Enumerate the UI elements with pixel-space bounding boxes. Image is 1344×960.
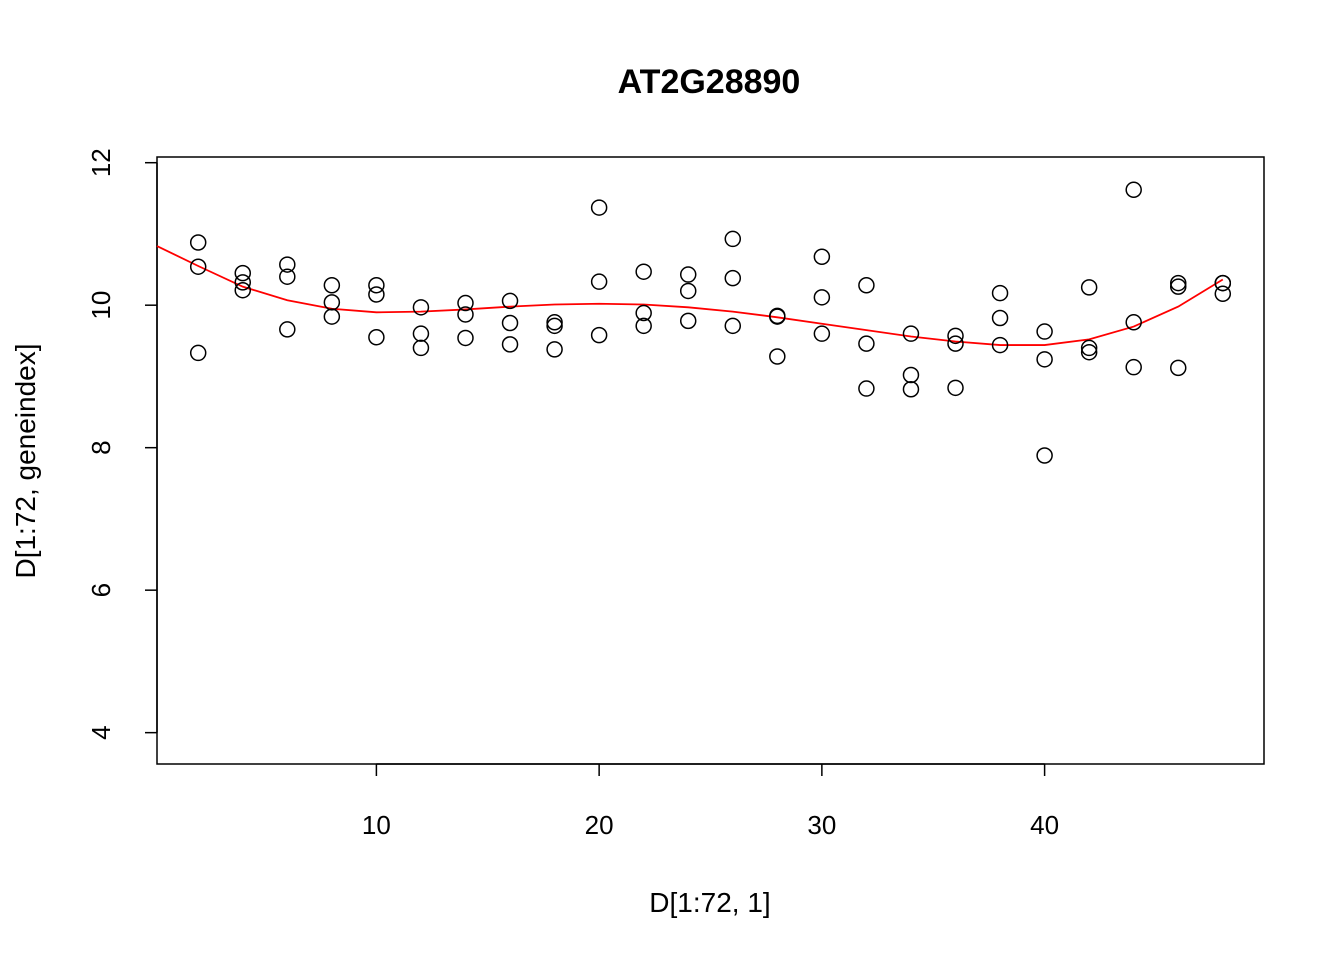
- y-tick-label: 8: [86, 440, 116, 454]
- data-point: [1125, 314, 1142, 331]
- y-tick-label: 10: [86, 291, 116, 320]
- data-point: [769, 308, 786, 325]
- data-point: [189, 344, 207, 362]
- data-point: [724, 230, 742, 248]
- data-point: [457, 329, 474, 347]
- data-point: [902, 366, 920, 384]
- data-point: [1080, 343, 1098, 361]
- data-point: [234, 264, 252, 282]
- data-point: [189, 234, 207, 251]
- data-point: [991, 309, 1009, 327]
- plot-area: [156, 181, 1232, 464]
- data-point: [679, 266, 697, 283]
- data-point: [323, 308, 341, 325]
- data-point: [457, 306, 474, 323]
- data-point: [858, 276, 875, 294]
- data-point: [546, 341, 563, 358]
- data-point: [1169, 278, 1187, 295]
- data-point: [501, 314, 519, 332]
- data-point: [635, 317, 652, 335]
- data-point: [323, 276, 341, 294]
- data-point: [323, 294, 341, 311]
- data-point: [368, 286, 385, 303]
- data-point: [1036, 447, 1053, 464]
- data-point: [635, 304, 652, 322]
- data-point: [189, 258, 207, 275]
- data-point: [679, 312, 697, 330]
- data-point: [412, 339, 430, 357]
- data-point: [1125, 358, 1142, 376]
- data-point: [724, 269, 742, 287]
- x-tick-label: 30: [807, 810, 836, 840]
- data-point: [813, 325, 831, 342]
- data-point: [590, 273, 608, 290]
- data-point: [813, 289, 831, 306]
- data-point: [813, 248, 831, 265]
- data-point: [279, 256, 296, 273]
- data-point: [991, 284, 1009, 302]
- x-axis-label: D[1:72, 1]: [649, 887, 770, 918]
- y-tick-label: 4: [86, 725, 116, 739]
- data-point: [947, 335, 964, 352]
- y-axis: 4 6 8 10 12: [86, 148, 158, 740]
- data-point: [947, 327, 964, 345]
- data-point: [1080, 279, 1098, 296]
- x-tick-label: 40: [1030, 810, 1059, 840]
- data-point: [1169, 359, 1187, 377]
- data-point: [590, 326, 608, 344]
- data-point: [1169, 274, 1187, 292]
- data-point: [947, 379, 964, 397]
- x-tick-label: 10: [362, 810, 391, 840]
- data-point: [412, 325, 430, 342]
- data-point: [902, 381, 920, 398]
- data-point: [679, 282, 697, 300]
- data-point: [368, 328, 385, 346]
- data-point: [234, 274, 252, 291]
- data-point: [858, 380, 875, 397]
- data-point: [1214, 274, 1232, 292]
- data-point: [457, 294, 474, 312]
- data-point: [368, 276, 385, 294]
- y-tick-label: 12: [86, 148, 116, 177]
- x-tick-label: 20: [585, 810, 614, 840]
- data-point: [724, 317, 742, 335]
- data-point: [546, 317, 563, 335]
- data-point: [1125, 181, 1142, 199]
- data-point: [1036, 323, 1053, 340]
- x-axis: 10 20 30 40: [362, 763, 1059, 840]
- data-point: [769, 348, 786, 365]
- data-point: [590, 199, 608, 216]
- data-point: [858, 335, 875, 352]
- y-tick-label: 6: [86, 583, 116, 597]
- data-point: [1080, 339, 1098, 357]
- data-point: [501, 292, 519, 310]
- data-point: [279, 321, 296, 338]
- data-point: [635, 263, 652, 280]
- data-point: [279, 268, 296, 285]
- data-point: [902, 325, 920, 342]
- plot-frame: [156, 156, 1265, 765]
- data-point: [546, 314, 563, 331]
- data-point: [1214, 285, 1232, 303]
- data-point: [412, 299, 430, 316]
- data-point: [991, 336, 1009, 354]
- data-point: [234, 281, 252, 299]
- data-point: [501, 336, 519, 353]
- y-axis-label: D[1:72, geneindex]: [10, 343, 41, 578]
- chart-title: AT2G28890: [618, 63, 801, 101]
- fitted-curve: [156, 245, 1224, 346]
- data-point: [1036, 351, 1053, 368]
